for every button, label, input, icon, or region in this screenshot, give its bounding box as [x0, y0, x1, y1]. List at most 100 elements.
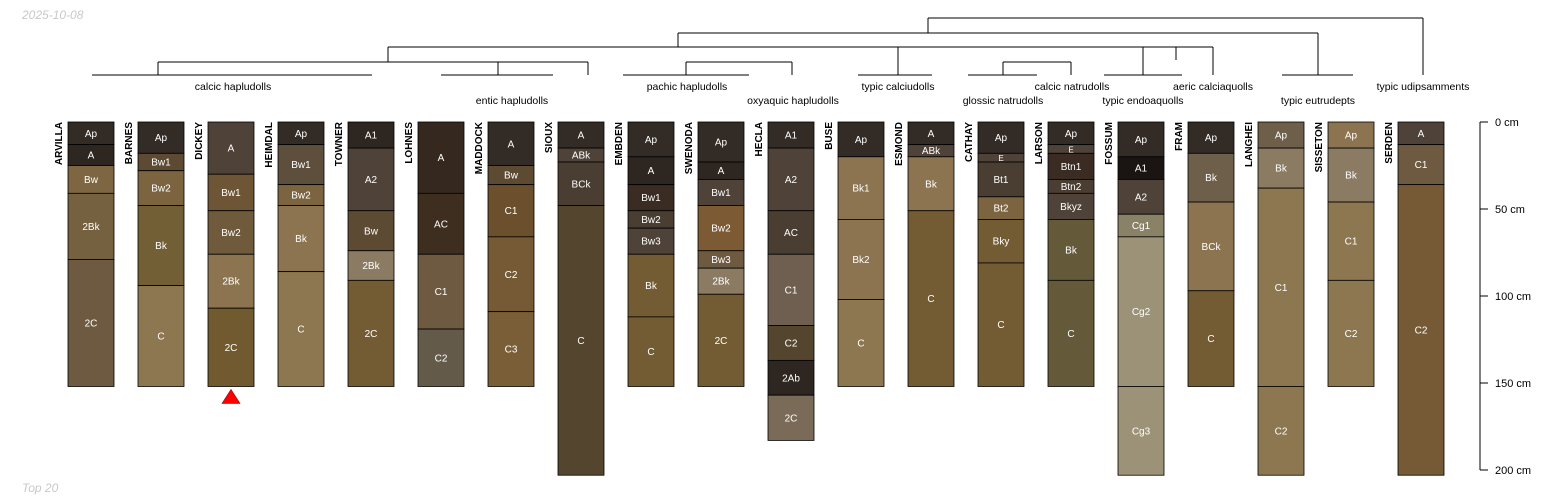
horizon-ap: Ap — [1047, 121, 1095, 146]
horizon-ap: Ap — [977, 121, 1025, 154]
horizon-label: A — [928, 129, 935, 140]
horizon-label: Bw — [504, 171, 519, 182]
horizon-rect — [1117, 386, 1165, 476]
axis-tick-label: 50 cm — [1495, 204, 1525, 216]
horizon-label: C3 — [505, 345, 518, 356]
horizon-label: 2C — [365, 329, 378, 340]
group-label-calcic-natrudolls: calcic natrudolls — [1035, 81, 1110, 93]
horizon-label: Bk — [1065, 245, 1078, 256]
horizon-bw1: Bw1 — [207, 173, 255, 212]
horizon-label: A1 — [785, 131, 798, 142]
horizon-label: Ap — [645, 135, 658, 146]
horizon-c2: C2 — [1397, 184, 1445, 476]
group-label-typic-endoaquolls: typic endoaquolls — [1102, 95, 1183, 107]
horizon-bw2: Bw2 — [627, 210, 675, 229]
horizon-btn2: Btn2 — [1047, 179, 1095, 194]
horizon-label: C2 — [1415, 325, 1428, 336]
profile-name: HEIMDAL — [264, 122, 275, 168]
horizon-bck: BCk — [1187, 201, 1235, 292]
horizon-bk: Bk — [1327, 147, 1375, 203]
horizon-label: C1 — [1415, 160, 1428, 171]
horizon-rect — [627, 316, 675, 387]
horizon-label: 2Ab — [782, 373, 800, 384]
horizon-a: A — [627, 156, 675, 186]
horizon-label: Cg2 — [1132, 307, 1151, 318]
horizon-label: Ap — [85, 129, 98, 140]
horizon-c: C — [277, 271, 325, 387]
group-label-typic-eutrudepts: typic eutrudepts — [1281, 95, 1355, 107]
axis-tick-label: 200 cm — [1495, 465, 1531, 477]
horizon-c: C — [837, 299, 885, 387]
horizon-cg3: Cg3 — [1117, 386, 1165, 476]
horizon-label: Bk — [1205, 173, 1218, 184]
horizon-label: Bky — [993, 237, 1010, 248]
horizon-label: Ap — [855, 135, 868, 146]
profile-name: DICKEY — [194, 122, 205, 160]
horizon-label: Bk2 — [852, 255, 870, 266]
horizon-rect — [627, 184, 675, 212]
horizon-bk2: Bk2 — [837, 219, 885, 300]
horizon-label: 2C — [715, 336, 728, 347]
horizon-bk: Bk — [1257, 147, 1305, 189]
horizon-a: A — [1397, 121, 1445, 146]
horizon-rect — [487, 184, 535, 238]
horizon-2c: 2C — [207, 307, 255, 387]
horizon-cg2: Cg2 — [1117, 236, 1165, 387]
horizon-rect — [837, 156, 885, 220]
horizon-bw2: Bw2 — [697, 205, 745, 252]
axis-tick-label: 0 cm — [1495, 117, 1519, 129]
horizon-rect — [1117, 236, 1165, 387]
horizon-c1: C1 — [417, 253, 465, 330]
horizon-rect — [767, 394, 815, 441]
profile-name: FRAM — [1174, 122, 1185, 151]
horizon-rect — [627, 156, 675, 186]
horizon-label: Cg1 — [1132, 221, 1151, 232]
horizon-label: A — [718, 166, 725, 177]
horizon-bky: Bky — [977, 219, 1025, 264]
horizon-label: 2C — [785, 413, 798, 424]
horizon-rect — [1187, 290, 1235, 387]
horizon-2bk: 2Bk — [347, 250, 395, 281]
horizon-rect — [487, 311, 535, 387]
horizon-rect — [1327, 121, 1375, 149]
horizon-2ab: 2Ab — [767, 359, 815, 396]
horizon-label: Btn1 — [1061, 162, 1082, 173]
horizon-a2: A2 — [347, 147, 395, 212]
horizon-label: Cg3 — [1132, 426, 1151, 437]
horizon-label: Bw1 — [711, 188, 731, 199]
horizon-a: A — [557, 121, 605, 149]
horizon-label: C1 — [1345, 237, 1358, 248]
horizon-btn1: Btn1 — [1047, 152, 1095, 180]
profile-arvilla: ARVILLA Ap A Bw 2Bk 2C — [54, 121, 115, 387]
horizon-bw1: Bw1 — [697, 179, 745, 206]
horizon-label: Bk — [1275, 164, 1288, 175]
horizon-rect — [627, 227, 675, 255]
horizon-ac: AC — [767, 210, 815, 255]
profile-heimdal: HEIMDAL Ap Bw1 Bw2 Bk C — [264, 121, 325, 387]
horizon-c: C — [557, 205, 605, 476]
horizon-label: 2Bk — [82, 222, 100, 233]
horizon-a2: A2 — [767, 147, 815, 212]
horizon-label: C — [577, 336, 584, 347]
horizon-bk: Bk — [1187, 152, 1235, 203]
profile-lohnes: LOHNES A AC C1 C2 — [404, 121, 465, 387]
horizon-label: 2Bk — [362, 261, 380, 272]
horizon-bkyz: Bkyz — [1047, 192, 1095, 220]
horizon-ap: Ap — [67, 121, 115, 146]
horizon-rect — [277, 271, 325, 387]
horizon-label: Bk — [645, 281, 658, 292]
horizon-label: Ap — [1345, 131, 1358, 142]
horizon-rect — [837, 219, 885, 300]
horizon-rect — [767, 253, 815, 326]
horizon-rect — [697, 179, 745, 206]
horizon-label: A1 — [1135, 164, 1148, 175]
horizon-label: Bw3 — [711, 255, 731, 266]
horizon-rect — [697, 121, 745, 163]
horizon-bk: Bk — [277, 205, 325, 273]
horizon-label: C — [647, 347, 654, 358]
horizon-bt1: Bt1 — [977, 161, 1025, 198]
profile-serden: SERDEN A C1 C2 — [1384, 121, 1445, 476]
horizon-ap: Ap — [697, 121, 745, 163]
horizon-a: A — [487, 121, 535, 166]
horizon-label: A — [508, 139, 515, 150]
